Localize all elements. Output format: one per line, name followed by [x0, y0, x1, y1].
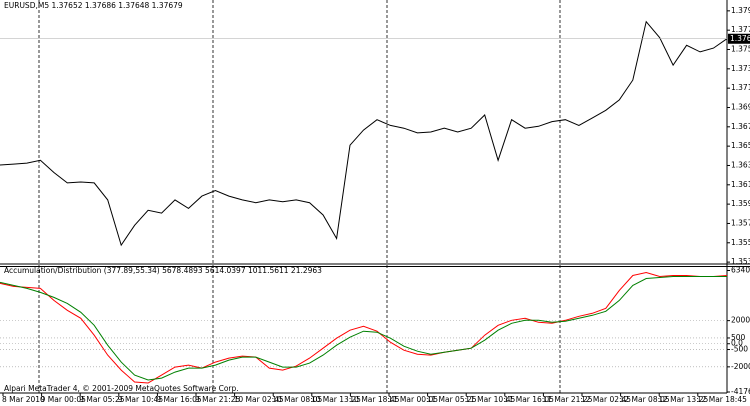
x-tick-label: 9 Mar 21:25	[195, 395, 241, 404]
y-tick-label: 1.36745	[731, 122, 750, 131]
x-tick-label: 11 Mar 10:45	[465, 395, 515, 404]
y-tick-label: 1.36540	[731, 141, 750, 150]
y-tick-label: 1.36335	[731, 160, 750, 169]
data-line	[0, 271, 728, 384]
y-tick-label: 0.0	[731, 339, 743, 348]
y-tick-label: 2000	[731, 316, 750, 325]
y-tick-label: 1.36130	[731, 180, 750, 189]
indicator-header: Accumulation/Distribution (377.89,55.34)…	[4, 266, 322, 275]
current-price-label: 1.37679	[730, 34, 750, 43]
x-tick-label: 10 Mar 08:05	[272, 395, 322, 404]
footer: Alpari MetaTrader 4, © 2001-2009 MetaQuo…	[4, 384, 239, 393]
y-tick-label: 1.35515	[731, 238, 750, 247]
x-tick-label: 11 Mar 00:05	[388, 395, 438, 404]
y-tick-label: -4176.2	[731, 387, 750, 396]
x-tick-label: 10 Mar 18:45	[349, 395, 399, 404]
x-tick-label: 11 Mar 05:25	[427, 395, 477, 404]
y-tick-label: 1.37770	[731, 25, 750, 34]
x-tick-label: 11 Mar 21:25	[542, 395, 592, 404]
y-tick-label: 1.36950	[731, 102, 750, 111]
x-tick-label: 8 Mar 2010	[2, 395, 45, 404]
x-tick-label: 11 Mar 16:05	[504, 395, 554, 404]
data-line	[0, 276, 727, 381]
x-tick-label: 9 Mar 16:05	[156, 395, 202, 404]
x-tick-label: 12 Mar 18:45	[697, 395, 747, 404]
x-tick-label: 9 Mar 10:45	[118, 395, 164, 404]
x-tick-label: 9 Mar 00:05	[41, 395, 87, 404]
x-tick-label: 9 Mar 05:25	[79, 395, 125, 404]
x-tick-label: 12 Mar 13:25	[658, 395, 708, 404]
y-tick-label: 1.35310	[731, 257, 750, 266]
data-line	[0, 20, 728, 247]
y-tick-label: 1.37975	[731, 6, 750, 15]
y-tick-label: -500	[731, 345, 748, 354]
y-tick-label: 1.37565	[731, 45, 750, 54]
x-tick-label: 10 Mar 13:25	[311, 395, 361, 404]
current-price-box	[728, 33, 750, 44]
y-tick-label: -2000	[731, 362, 750, 371]
y-tick-label: 1.35720	[731, 218, 750, 227]
chart-header: EURUSD,M5 1.37652 1.37686 1.37648 1.3767…	[4, 1, 183, 10]
y-tick-label: 6340.1	[731, 265, 750, 274]
x-tick-label: 10 Mar 02:45	[234, 395, 284, 404]
y-tick-label: 1.37360	[731, 64, 750, 73]
y-tick-label: 1.35925	[731, 199, 750, 208]
y-tick-label: 1.37155	[731, 83, 750, 92]
x-tick-label: 12 Mar 02:45	[581, 395, 631, 404]
x-tick-label: 12 Mar 08:05	[620, 395, 670, 404]
y-tick-label: 500	[731, 333, 746, 342]
